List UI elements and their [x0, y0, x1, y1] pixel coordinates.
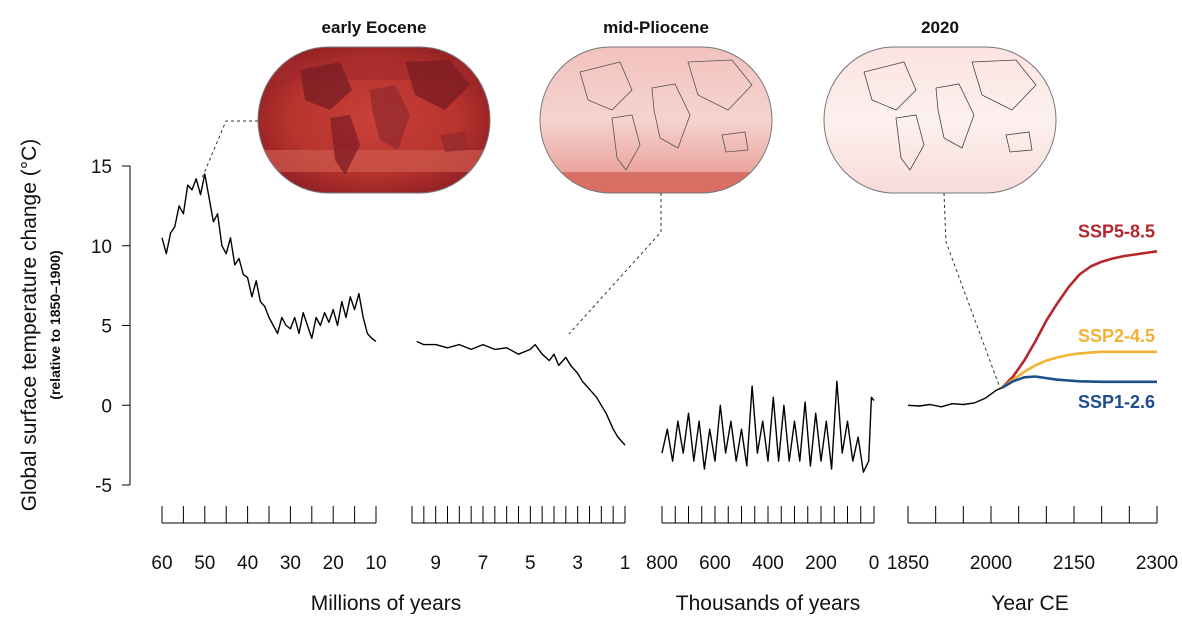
panel-3: 1850 2000 2150 2300 Year CE SSP5-8.5 SSP2-4.5 S… — [887, 221, 1178, 615]
x-tick-label: 2000 — [970, 553, 1012, 574]
series-label-ssp5-8.5: SSP5-8.5 — [1078, 221, 1155, 241]
x-tick-label: 3 — [572, 553, 583, 574]
connector-2020 — [943, 192, 1001, 389]
x-tick-label: 1 — [620, 553, 631, 574]
y-tick-label: 15 — [91, 157, 112, 178]
x-tick-label: 20 — [323, 553, 344, 574]
x-tick-label: 200 — [805, 553, 837, 574]
x-tick-label: 2150 — [1053, 553, 1095, 574]
x-tick-label: 60 — [151, 553, 172, 574]
y-axis-sublabel: (relative to 1850–1900) — [47, 250, 63, 399]
y-tick-label: 0 — [101, 396, 112, 417]
y-ticks: 15 10 5 0 -5 — [91, 157, 130, 497]
x-tick-label: 9 — [430, 553, 441, 574]
series-line-ssp2-4.5 — [1001, 350, 1157, 389]
series-line-panel-2 — [661, 380, 875, 473]
x-axis-label: Thousands of years — [676, 592, 860, 614]
panel-0: 60 50 40 30 20 10 Millions of years — [151, 173, 462, 615]
inset-title-eocene: early Eocene — [322, 18, 427, 37]
x-axis-label: Year CE — [991, 592, 1068, 614]
x-tick-label: 600 — [699, 553, 731, 574]
x-tick-label: 50 — [194, 553, 215, 574]
x-tick-label: 2300 — [1136, 553, 1178, 574]
inset-eocene: early Eocene — [257, 18, 491, 194]
connector-pliocene — [568, 193, 662, 335]
x-tick-label: 400 — [752, 553, 784, 574]
panel-2: 800 600 400 200 0 Thousands of years — [646, 380, 880, 615]
series-label-ssp1-2.6: SSP1-2.6 — [1078, 392, 1155, 412]
series-line-panel-0 — [161, 173, 377, 343]
panels: 60 50 40 30 20 10 Millions of years 9 7 5 3 1 800 600… — [151, 173, 1178, 615]
y-tick-label: 10 — [91, 237, 112, 258]
x-tick-label: 7 — [478, 553, 489, 574]
x-tick-label: 30 — [280, 553, 301, 574]
y-tick-label: -5 — [95, 476, 112, 497]
inset-title-2020: 2020 — [921, 18, 959, 37]
inset-title-pliocene: mid-Pliocene — [603, 18, 709, 37]
x-tick-label: 800 — [646, 553, 678, 574]
series-line-panel-1 — [416, 340, 626, 446]
connector-eocene — [201, 120, 258, 179]
panel-1: 9 7 5 3 1 — [411, 340, 631, 574]
x-tick-label: 1850 — [887, 553, 929, 574]
inset-pliocene: mid-Pliocene — [539, 18, 773, 194]
x-axis-label: Millions of years — [311, 592, 462, 614]
x-tick-label: 40 — [237, 553, 258, 574]
inset-2020: 2020 — [823, 18, 1057, 194]
y-tick-label: 5 — [101, 317, 112, 338]
inset-maps: early Eocene mid-Pliocene — [257, 18, 1057, 194]
inset-connectors — [201, 120, 1001, 389]
y-axis-label: Global surface temperature change (°C) — [18, 139, 41, 512]
series-line-ssp5-8.5 — [1001, 250, 1158, 389]
series-label-ssp2-4.5: SSP2-4.5 — [1078, 326, 1155, 346]
x-tick-label: 10 — [365, 553, 386, 574]
series-line-ssp1-2.6 — [1001, 375, 1157, 389]
series-line-panel-3 — [907, 387, 1003, 408]
y-axis: 15 10 5 0 -5 Global surface temperature chan… — [18, 139, 131, 512]
x-tick-label: 5 — [525, 553, 536, 574]
x-tick-label: 0 — [869, 553, 880, 574]
